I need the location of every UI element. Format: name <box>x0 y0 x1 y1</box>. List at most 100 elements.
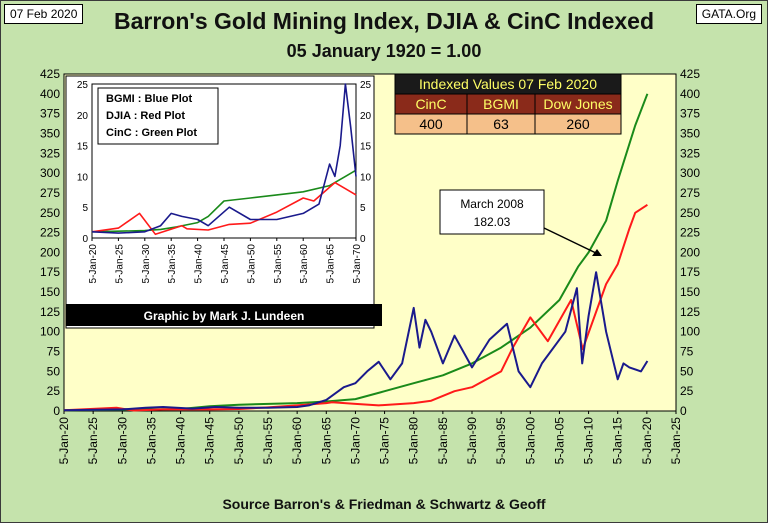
y-tick-left-325: 325 <box>40 146 60 160</box>
inset-chart: 0 0 5 5 10 10 15 15 20 20 25 25 5-Jan-20 5-Jan-25 5-Ja… <box>65 75 382 329</box>
y-tick-left-50: 50 <box>47 364 61 378</box>
x-tick-5-jan-25: 5-Jan-25 <box>669 417 683 465</box>
y-tick-left-425: 425 <box>40 67 60 81</box>
y-tick-right-75: 75 <box>680 345 694 359</box>
y-tick-left-225: 225 <box>40 226 60 240</box>
inset-legend-bgmi: BGMI : Blue Plot <box>106 93 193 105</box>
y-tick-right-50: 50 <box>680 364 694 378</box>
annotation-line2: 182.03 <box>474 215 511 229</box>
y-tick-left-375: 375 <box>40 107 60 121</box>
x-tick-5-jan-35: 5-Jan-35 <box>167 244 178 284</box>
y-tick-right-0: 0 <box>360 234 366 245</box>
y-tick-left-275: 275 <box>40 186 60 200</box>
inset-credit: Graphic by Mark J. Lundeen <box>144 309 305 323</box>
y-tick-right-100: 100 <box>680 325 700 339</box>
x-tick-5-jan-90: 5-Jan-90 <box>465 417 479 465</box>
x-tick-5-jan-65: 5-Jan-65 <box>326 244 337 284</box>
x-tick-5-jan-70: 5-Jan-70 <box>352 244 363 284</box>
y-tick-right-375: 375 <box>680 107 700 121</box>
series-line-bgmi <box>63 271 649 412</box>
chart-title: Barron's Gold Mining Index, DJIA & CinC … <box>113 8 655 34</box>
y-tick-right-20: 20 <box>360 111 372 122</box>
x-tick-5-jan-85: 5-Jan-85 <box>436 417 450 465</box>
inset-legend-box <box>97 87 219 145</box>
y-tick-left-20: 20 <box>77 111 89 122</box>
x-tick-5-jan-15: 5-Jan-15 <box>611 417 625 465</box>
y-tick-left-15: 15 <box>77 142 89 153</box>
x-tick-5-jan-20: 5-Jan-20 <box>640 417 654 465</box>
x-tick-5-jan-50: 5-Jan-50 <box>232 417 246 465</box>
y-tick-right-325: 325 <box>680 146 700 160</box>
x-tick-5-jan-30: 5-Jan-30 <box>115 417 129 465</box>
y-tick-left-250: 250 <box>40 206 60 220</box>
y-tick-right-225: 225 <box>680 226 700 240</box>
series-line-djia <box>91 181 357 236</box>
values-table-head-dow: Dow Jones <box>543 96 612 112</box>
y-tick-left-175: 175 <box>40 265 60 279</box>
y-tick-right-350: 350 <box>680 126 700 140</box>
x-tick-5-jan-10: 5-Jan-10 <box>582 417 596 465</box>
date-label: 07 Feb 2020 <box>4 4 84 24</box>
x-tick-5-jan-60: 5-Jan-60 <box>299 244 310 284</box>
values-table: Indexed Values 07 Feb 2020 CinC BGMI Dow… <box>394 73 622 135</box>
inset-series <box>91 83 357 236</box>
x-tick-5-jan-05: 5-Jan-05 <box>552 417 566 465</box>
site-label: GATA.Org <box>695 4 762 24</box>
x-tick-5-jan-80: 5-Jan-80 <box>407 417 421 465</box>
inset-legend-djia: DJIA : Red Plot <box>106 110 185 122</box>
values-table-cell-dow: 260 <box>566 116 590 132</box>
y-tick-right-425: 425 <box>680 67 700 81</box>
x-tick-5-jan-95: 5-Jan-95 <box>494 417 508 465</box>
annotation-box <box>439 189 545 235</box>
inset-axes: 0 0 5 5 10 10 15 15 20 20 25 25 5-Jan-20 5-Jan-25 5-Ja… <box>77 80 372 283</box>
x-tick-5-jan-30: 5-Jan-30 <box>141 244 152 284</box>
y-tick-left-100: 100 <box>40 325 60 339</box>
x-tick-5-jan-35: 5-Jan-35 <box>144 417 158 465</box>
x-tick-5-jan-55: 5-Jan-55 <box>261 417 275 465</box>
x-tick-5-jan-40: 5-Jan-40 <box>174 417 188 465</box>
x-tick-5-jan-50: 5-Jan-50 <box>246 244 257 284</box>
y-tick-left-5: 5 <box>82 203 88 214</box>
y-tick-left-25: 25 <box>47 384 61 398</box>
y-tick-left-10: 10 <box>77 172 89 183</box>
x-tick-5-jan-45: 5-Jan-45 <box>203 417 217 465</box>
y-tick-right-150: 150 <box>680 285 700 299</box>
x-tick-5-jan-70: 5-Jan-70 <box>348 417 362 465</box>
source-label: Source Barron's & Friedman & Schwartz & … <box>222 496 546 512</box>
x-tick-5-jan-65: 5-Jan-65 <box>319 417 333 465</box>
y-tick-left-300: 300 <box>40 166 60 180</box>
x-tick-5-jan-60: 5-Jan-60 <box>290 417 304 465</box>
x-tick-5-jan-20: 5-Jan-20 <box>88 244 99 284</box>
y-tick-right-25: 25 <box>360 80 372 91</box>
annotation-line1: March 2008 <box>460 197 524 211</box>
y-tick-right-200: 200 <box>680 245 700 259</box>
x-tick-5-jan-25: 5-Jan-25 <box>114 244 125 284</box>
series-line-djia <box>63 203 648 412</box>
y-tick-left-400: 400 <box>40 87 60 101</box>
chart-subtitle: 05 January 1920 = 1.00 <box>286 41 482 61</box>
y-tick-right-0: 0 <box>680 404 687 418</box>
values-table-cell-dow-bg <box>534 113 622 135</box>
y-tick-left-350: 350 <box>40 126 60 140</box>
annotation-arrow-head <box>592 249 602 256</box>
y-tick-right-10: 10 <box>360 172 372 183</box>
y-tick-left-0: 0 <box>53 404 60 418</box>
y-tick-right-15: 15 <box>360 142 372 153</box>
x-tick-5-jan-00: 5-Jan-00 <box>523 417 537 465</box>
y-tick-left-125: 125 <box>40 305 60 319</box>
y-tick-right-175: 175 <box>680 265 700 279</box>
x-tick-5-jan-25: 5-Jan-25 <box>86 417 100 465</box>
y-tick-right-25: 25 <box>680 384 694 398</box>
x-tick-5-jan-45: 5-Jan-45 <box>220 244 231 284</box>
y-tick-left-75: 75 <box>47 345 61 359</box>
inset-legend-cinc: CinC : Green Plot <box>106 127 197 139</box>
y-tick-right-125: 125 <box>680 305 700 319</box>
y-tick-right-5: 5 <box>360 203 366 214</box>
y-tick-right-250: 250 <box>680 206 700 220</box>
series-line-cinc <box>91 169 357 233</box>
annotation-arrow-line <box>543 227 599 255</box>
y-tick-left-0: 0 <box>82 234 88 245</box>
x-tick-5-jan-75: 5-Jan-75 <box>378 417 392 465</box>
